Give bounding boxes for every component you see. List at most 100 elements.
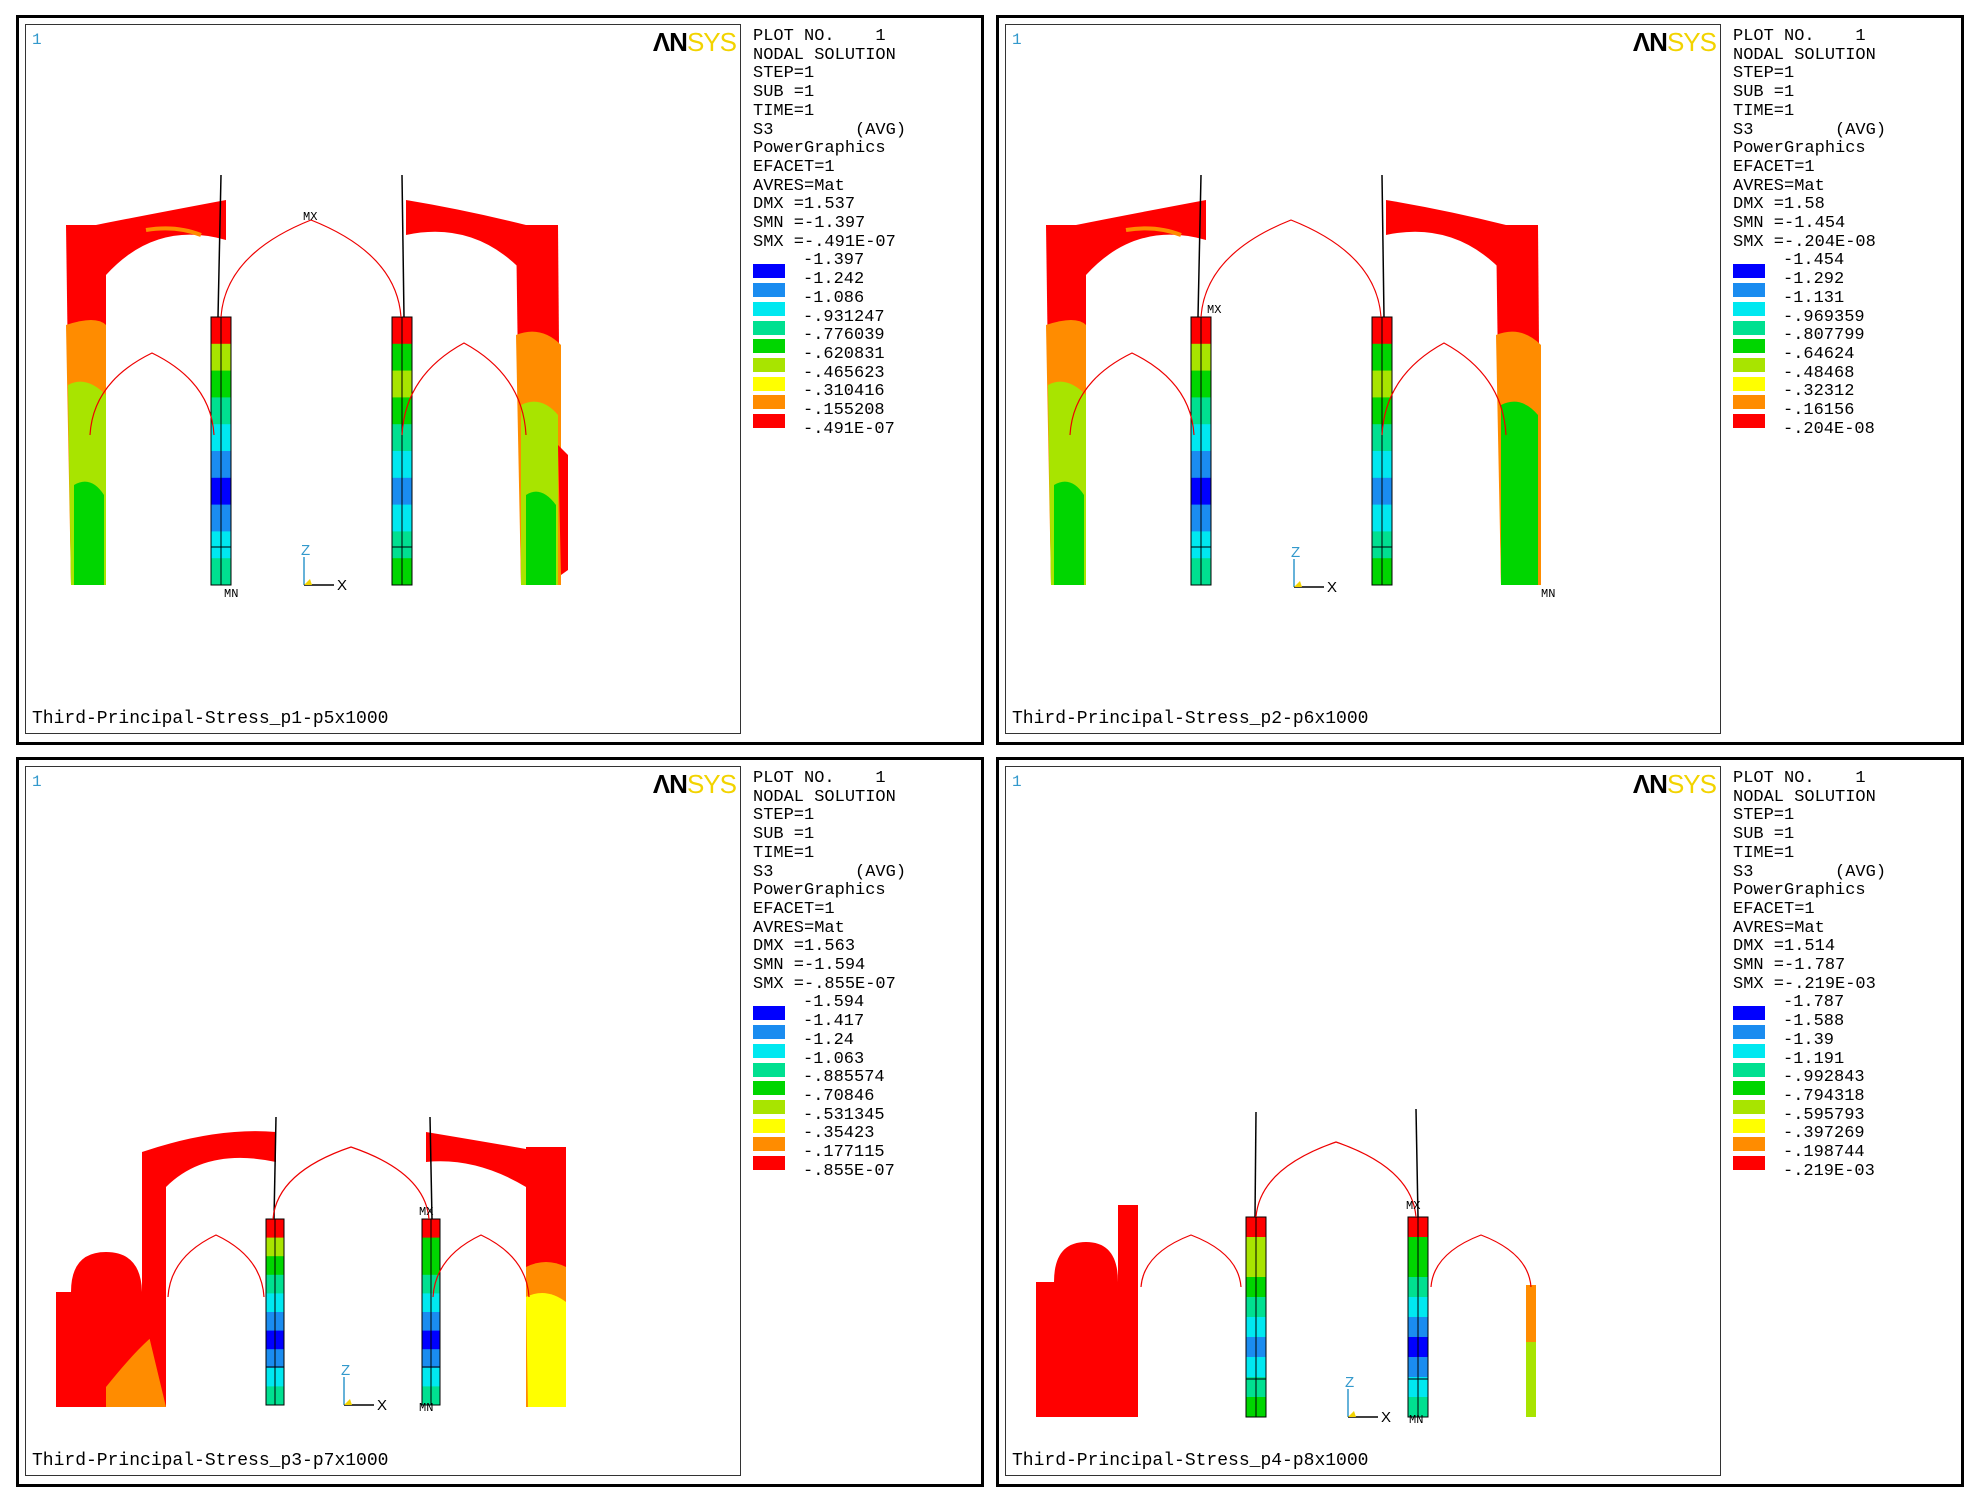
legend-header-line: PLOT NO. 1 bbox=[753, 769, 886, 788]
left-vault bbox=[1076, 200, 1206, 275]
legend-header-line: EFACET=1 bbox=[753, 899, 835, 919]
legend-swatch bbox=[753, 1025, 785, 1040]
legend-swatch bbox=[1733, 1025, 1765, 1040]
legend-header-line: PLOT NO. 1 bbox=[753, 27, 886, 46]
legend-header-line: EFACET=1 bbox=[1733, 157, 1815, 177]
legend-swatch bbox=[1733, 283, 1765, 298]
axis-z-label: Z bbox=[1345, 1374, 1354, 1391]
legend-header-line: PowerGraphics bbox=[1733, 139, 1866, 159]
legend-swatch bbox=[1733, 1006, 1765, 1021]
axis-triad: Z X bbox=[301, 542, 347, 594]
min-marker: MN bbox=[1541, 587, 1555, 601]
arch-outline bbox=[220, 219, 402, 318]
axis-x-label: X bbox=[377, 1397, 387, 1414]
legend-level: -1.417 bbox=[753, 1012, 973, 1040]
legend-header-line: PowerGraphics bbox=[753, 139, 886, 159]
ansys-logo: ΛNSYS bbox=[652, 769, 737, 799]
legend-level: -.70846 bbox=[753, 1087, 973, 1114]
arch-outline bbox=[1255, 1141, 1417, 1218]
plot-caption: Third-Principal-Stress_p2-p6x1000 bbox=[1012, 709, 1369, 729]
legend-level: -.310416 bbox=[753, 383, 973, 410]
arch-outline bbox=[272, 1146, 430, 1220]
legend-level: -.32312 bbox=[1733, 383, 1953, 410]
right-vault bbox=[406, 200, 526, 275]
left-vault bbox=[142, 1131, 276, 1187]
legend-level: -.16156 bbox=[1733, 401, 1953, 428]
arch-outline bbox=[1430, 1234, 1532, 1288]
stress-contour-plot: MX MN Z X bbox=[56, 1116, 566, 1415]
min-marker: MN bbox=[224, 587, 238, 601]
ansys-logo: ΛNSYS bbox=[652, 27, 737, 57]
legend-level: -1.063 bbox=[753, 1050, 973, 1077]
legend-dmx: DMX =1.514 bbox=[1733, 937, 1836, 957]
legend-swatch bbox=[753, 376, 785, 391]
legend-level: -.48468 bbox=[1733, 364, 1953, 391]
legend-header-line: PLOT NO. 1 bbox=[1733, 27, 1866, 46]
left-vault bbox=[96, 200, 226, 275]
legend-level: -.531345 bbox=[753, 1106, 973, 1133]
max-marker: MX bbox=[1406, 1199, 1420, 1213]
legend-smn: SMN =-1.594 bbox=[753, 956, 866, 976]
legend-header-line: SUB =1 bbox=[753, 83, 815, 103]
legend-header-line: PLOT NO. 1 bbox=[1733, 769, 1866, 788]
plot-panel-2: 1 ΛNSYS MX MN Z X Third-Principal-Stress_… bbox=[996, 15, 1964, 745]
axis-triad: Z X bbox=[1291, 544, 1337, 596]
legend-header-line: EFACET=1 bbox=[753, 157, 835, 177]
legend-header-line: TIME=1 bbox=[1733, 843, 1795, 863]
axis-x-label: X bbox=[337, 577, 347, 594]
legend-level: -.155208 bbox=[753, 401, 973, 428]
arch-outline bbox=[1140, 1234, 1242, 1288]
arch-outline bbox=[401, 342, 527, 436]
legend-dmx: DMX =1.537 bbox=[753, 195, 856, 215]
plot-area: 1 ΛNSYS MX MN Z X Third-Principal-Stress_… bbox=[25, 24, 741, 734]
legend-swatch bbox=[753, 1137, 785, 1152]
legend-header-line: AVRES=Mat bbox=[1733, 176, 1825, 196]
right-vault bbox=[426, 1132, 526, 1187]
legend-header-line: NODAL SOLUTION bbox=[753, 787, 896, 807]
legend-level: -.35423 bbox=[753, 1125, 973, 1152]
arch-outline bbox=[1200, 219, 1382, 318]
legend-swatch bbox=[1733, 357, 1765, 372]
plot-caption: Third-Principal-Stress_p3-p7x1000 bbox=[32, 1451, 389, 1471]
left-pier bbox=[142, 1152, 166, 1407]
arch-outline bbox=[167, 1234, 265, 1298]
legend-smn: SMN =-1.397 bbox=[753, 214, 866, 234]
legend: PLOT NO. 1 NODAL SOLUTION STEP=1 SUB =1 TIME… bbox=[753, 27, 973, 439]
legend-level: -1.242 bbox=[753, 270, 973, 298]
plot-area: 1 ΛNSYS MX MN Z X Third-Principal-Stress_… bbox=[1005, 766, 1721, 1476]
legend-swatch bbox=[753, 339, 785, 354]
legend-level: -1.454 bbox=[1733, 252, 1953, 279]
legend-swatch bbox=[1733, 264, 1765, 279]
legend: PLOT NO. 1 NODAL SOLUTION STEP=1 SUB =1 TIME… bbox=[1733, 27, 1953, 439]
legend-header-line: STEP=1 bbox=[753, 806, 815, 826]
legend-header-line: SUB =1 bbox=[753, 825, 815, 845]
legend: PLOT NO. 1 NODAL SOLUTION STEP=1 SUB =1 TIME… bbox=[1733, 769, 1953, 1181]
legend-scale: -1.397 -1.242 -1.086 -.931247 -.776039 -.6208… bbox=[753, 252, 973, 439]
legend-header-line: AVRES=Mat bbox=[1733, 918, 1825, 938]
legend-swatch bbox=[753, 1043, 785, 1058]
legend-level: -.885574 bbox=[753, 1068, 973, 1096]
arch-outline bbox=[432, 1234, 530, 1298]
legend-swatch bbox=[1733, 1099, 1765, 1114]
legend-header-line: PowerGraphics bbox=[1733, 881, 1866, 901]
legend-scale: -1.594 -1.417 -1.24 -1.063 -.885574 -.70846 -.… bbox=[753, 994, 973, 1181]
legend-header-line: NODAL SOLUTION bbox=[1733, 787, 1876, 807]
legend: PLOT NO. 1 NODAL SOLUTION STEP=1 SUB =1 TIME… bbox=[753, 769, 973, 1181]
legend-level: -.595793 bbox=[1733, 1106, 1953, 1133]
legend-dmx: DMX =1.563 bbox=[753, 937, 856, 957]
legend-level: -1.191 bbox=[1733, 1050, 1953, 1077]
legend-level: -.64624 bbox=[1733, 345, 1953, 372]
legend-smn: SMN =-1.454 bbox=[1733, 214, 1846, 234]
legend-level: -1.39 bbox=[1733, 1031, 1953, 1058]
legend-header-line: STEP=1 bbox=[753, 64, 815, 84]
axis-x-label: X bbox=[1327, 579, 1337, 596]
legend-level: -.198744 bbox=[1733, 1143, 1953, 1170]
ansys-logo: ΛNSYS bbox=[1632, 27, 1717, 57]
legend-scale: -1.787 -1.588 -1.39 -1.191 -.992843 -.794318-… bbox=[1733, 994, 1953, 1181]
legend-header-line: S3 (AVG) bbox=[1733, 862, 1887, 882]
plot-panel-3: 1 ΛNSYS MX MN Z X Third-Principal-Stress_… bbox=[16, 757, 984, 1487]
legend-level: -.776039 bbox=[753, 326, 973, 354]
legend-dmx: DMX =1.58 bbox=[1733, 195, 1825, 215]
legend-swatch bbox=[753, 1081, 785, 1096]
legend-swatch bbox=[1733, 1043, 1765, 1058]
